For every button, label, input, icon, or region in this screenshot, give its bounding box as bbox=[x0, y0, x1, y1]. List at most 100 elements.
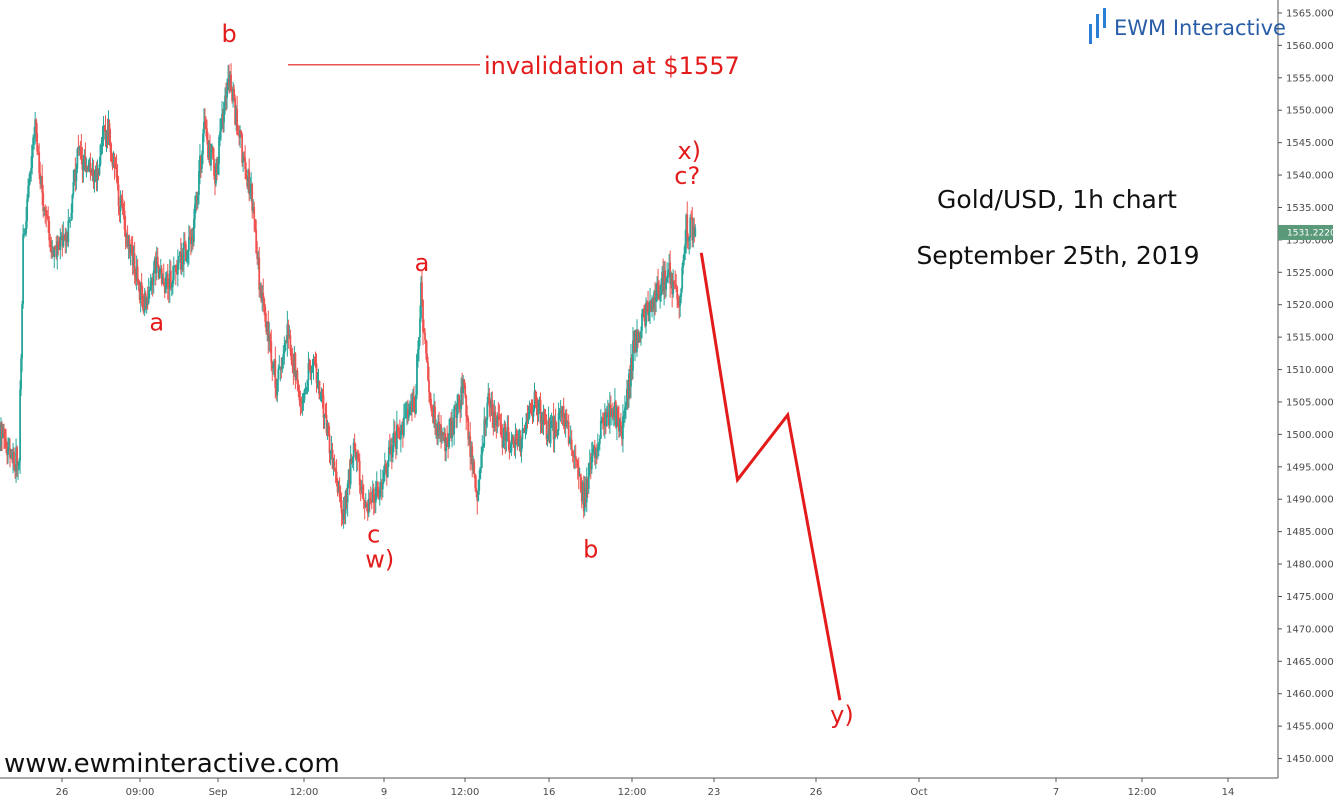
candle-body bbox=[41, 176, 44, 193]
time-tick-label: 16 bbox=[543, 787, 556, 798]
candle-body bbox=[243, 156, 246, 158]
candle-body bbox=[45, 210, 48, 216]
candle-body bbox=[676, 287, 679, 300]
candle-body bbox=[288, 335, 291, 336]
candle-body bbox=[135, 266, 138, 281]
candle-body bbox=[548, 419, 551, 444]
candle-body bbox=[668, 262, 671, 274]
candle-body bbox=[314, 359, 317, 364]
candle-body bbox=[540, 419, 543, 424]
candle-body bbox=[300, 402, 303, 404]
invalidation-label: invalidation at $1557 bbox=[484, 52, 740, 80]
candle-body bbox=[571, 449, 574, 455]
candle-body bbox=[83, 155, 86, 161]
candle-body bbox=[144, 293, 147, 308]
price-tick-label: 1520.0000 bbox=[1286, 300, 1333, 311]
candle-body bbox=[422, 299, 424, 332]
candle-body bbox=[634, 330, 636, 351]
wave-label: a bbox=[149, 309, 164, 337]
candle-body bbox=[352, 442, 355, 457]
candle-body bbox=[186, 251, 189, 259]
candle-body bbox=[305, 387, 308, 391]
candle-body bbox=[539, 399, 542, 424]
price-tick-label: 1465.0000 bbox=[1286, 657, 1333, 668]
candle-body bbox=[23, 234, 26, 236]
candle-body bbox=[498, 416, 501, 420]
candle-body bbox=[335, 471, 338, 481]
candle-body bbox=[420, 282, 422, 319]
candle-body bbox=[89, 162, 92, 172]
candle-body bbox=[126, 234, 129, 247]
candle-body bbox=[424, 332, 426, 340]
candle-body bbox=[487, 393, 490, 403]
candle-body bbox=[99, 144, 102, 165]
candle-body bbox=[203, 121, 205, 134]
candle-body bbox=[599, 420, 602, 439]
candle-body bbox=[617, 407, 619, 419]
candle-body bbox=[8, 448, 10, 450]
candle-body bbox=[236, 108, 239, 135]
candle-body bbox=[362, 497, 365, 501]
candle-body bbox=[276, 379, 279, 396]
candle-body bbox=[551, 416, 554, 422]
candle-body bbox=[270, 341, 273, 363]
candle-body bbox=[299, 400, 302, 403]
candle-body bbox=[566, 421, 569, 423]
candle-body bbox=[316, 382, 319, 383]
website-url[interactable]: www.ewminteractive.com bbox=[4, 749, 340, 779]
candle-body bbox=[66, 231, 69, 243]
candle-body bbox=[388, 447, 391, 455]
candle-body bbox=[612, 416, 615, 418]
candle-body bbox=[51, 250, 54, 253]
candle-body bbox=[520, 439, 523, 452]
candle-body bbox=[610, 409, 613, 417]
candle-body bbox=[512, 436, 515, 444]
candle-body bbox=[413, 396, 415, 410]
candle-body bbox=[572, 454, 575, 458]
candle-body bbox=[531, 409, 534, 417]
candle-body bbox=[103, 128, 106, 130]
candle-body bbox=[564, 413, 567, 428]
candle-body bbox=[693, 226, 696, 237]
candle-body bbox=[550, 421, 553, 428]
price-tick-label: 1455.0000 bbox=[1286, 722, 1333, 733]
candle-body bbox=[421, 282, 423, 300]
chart-date: September 25th, 2019 bbox=[916, 241, 1199, 270]
candle-body bbox=[691, 217, 694, 241]
price-axis[interactable]: 1565.0000 1560.0000 1555.0000 1550.0000 1545… bbox=[1278, 8, 1333, 765]
time-axis[interactable]: 26 09:00 Sep 12:00 9 12:00 16 12:00 23 26 Oct 7 12:0… bbox=[56, 778, 1235, 798]
candle-body bbox=[136, 266, 139, 282]
candle-body bbox=[28, 179, 31, 187]
candle-body bbox=[497, 415, 500, 417]
candle-body bbox=[673, 281, 676, 285]
candle-body bbox=[524, 431, 527, 433]
candle-body bbox=[124, 229, 127, 237]
price-tick-label: 1565.0000 bbox=[1286, 8, 1333, 19]
annotations-layer: invalidation at $1557 b a cw) a b x)c? y) bbox=[149, 20, 853, 729]
candle-body bbox=[337, 487, 340, 493]
candle-body bbox=[122, 208, 125, 211]
candle-body bbox=[356, 454, 359, 459]
candle-body bbox=[665, 281, 668, 290]
candle-body bbox=[43, 207, 46, 212]
candle-body bbox=[399, 432, 402, 440]
candle-body bbox=[200, 155, 202, 169]
candle-body bbox=[260, 285, 263, 302]
candle-body bbox=[370, 501, 373, 503]
candle-body bbox=[151, 278, 154, 286]
candle-body bbox=[183, 242, 186, 245]
candle-body bbox=[222, 113, 224, 123]
candle-body bbox=[577, 466, 580, 477]
candle-body bbox=[251, 184, 254, 211]
candle-body bbox=[400, 425, 403, 433]
candle-body bbox=[472, 461, 475, 470]
candle-body bbox=[226, 90, 228, 98]
candle-body bbox=[532, 408, 535, 417]
candle-body bbox=[284, 342, 287, 351]
candle-body bbox=[631, 357, 633, 371]
candle-body bbox=[115, 167, 118, 178]
candle-body bbox=[32, 137, 35, 146]
candle-body bbox=[391, 446, 394, 458]
candle-body bbox=[3, 432, 5, 436]
